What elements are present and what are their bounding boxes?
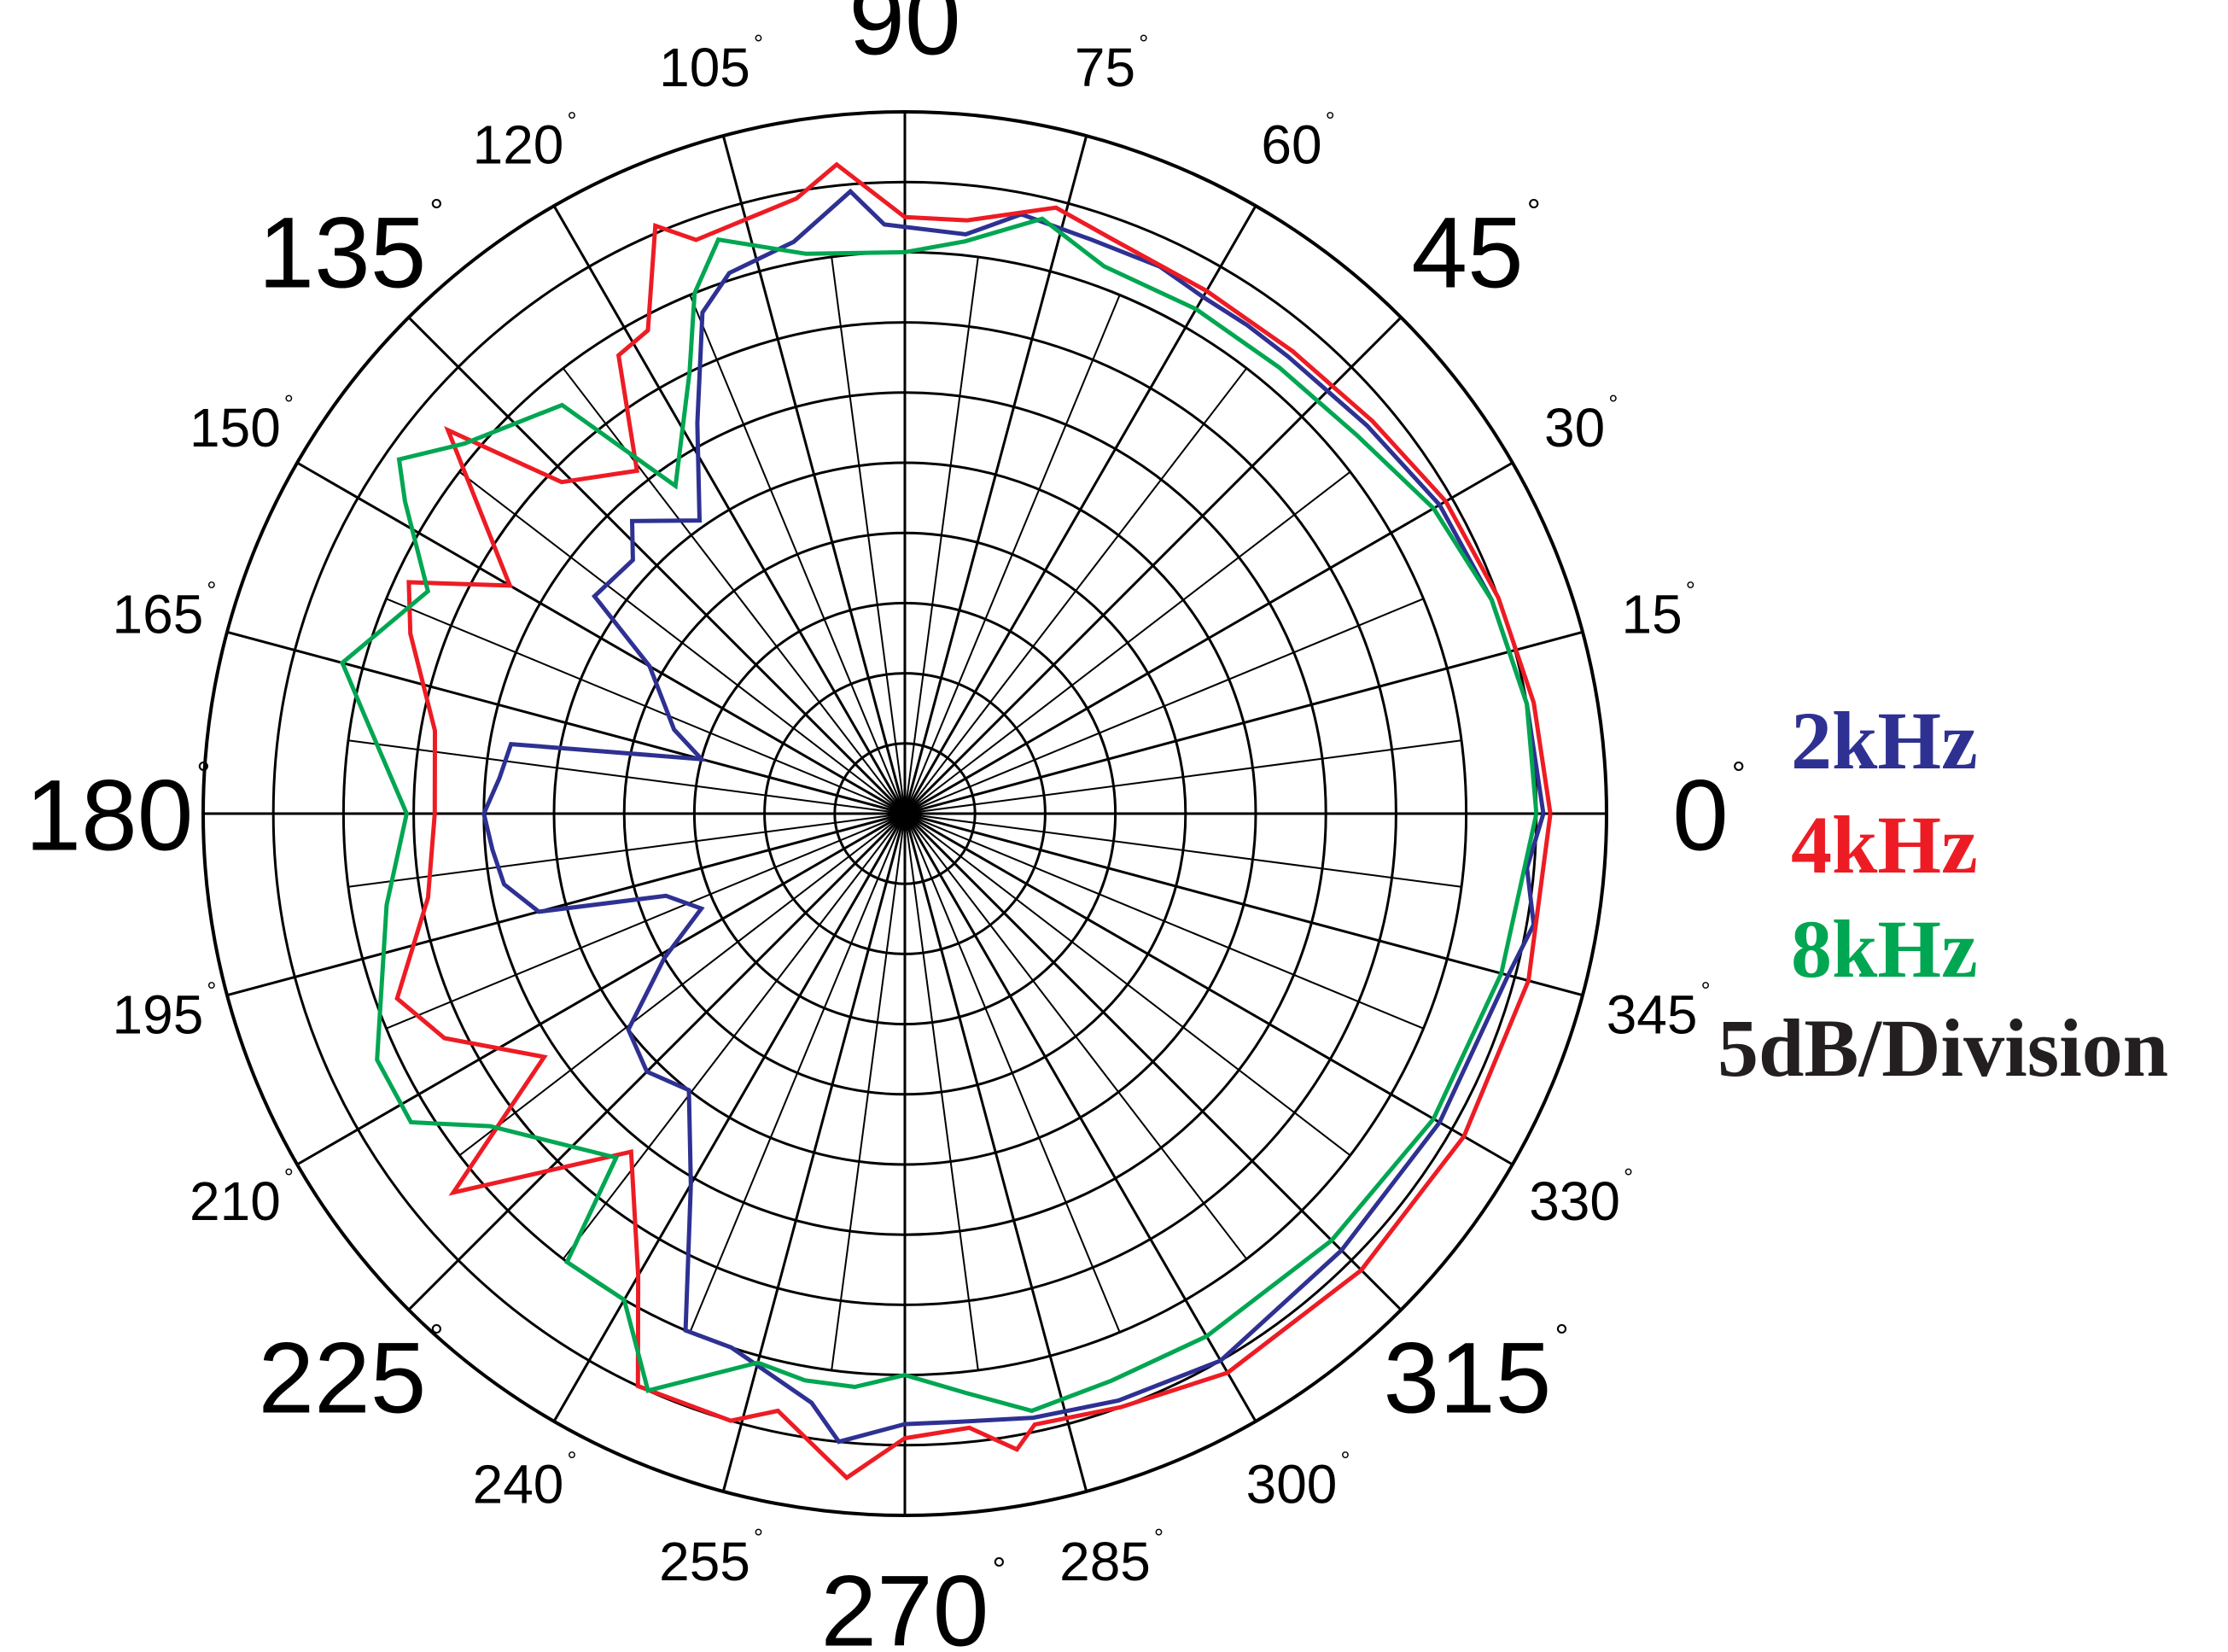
degree-symbol: ° xyxy=(1608,390,1618,417)
angle-label-345: 345 ° xyxy=(1607,978,1711,1046)
degree-symbol: ° xyxy=(1555,1318,1569,1356)
angle-tick-label: 180 xyxy=(26,760,194,873)
series-line-2khz xyxy=(481,188,1546,1445)
angle-tick-label: 45 xyxy=(1411,197,1523,310)
angle-label-285: 285 ° xyxy=(1059,1524,1164,1592)
angle-label-60: 60 ° xyxy=(1261,108,1334,176)
angle-tick-label: 60 xyxy=(1261,114,1321,175)
legend-item-2khz: 2kHz xyxy=(1791,695,1978,786)
degree-symbol: ° xyxy=(429,193,443,231)
degree-symbol: ° xyxy=(207,577,216,604)
angle-label-15: 15 ° xyxy=(1622,577,1695,645)
degree-symbol: ° xyxy=(1686,577,1695,604)
angle-tick-label: 210 xyxy=(190,1170,281,1232)
angle-label-330: 330 ° xyxy=(1529,1164,1633,1232)
degree-symbol: ° xyxy=(567,108,576,134)
angle-label-135: 135 ° xyxy=(259,193,444,310)
degree-symbol: ° xyxy=(429,1318,443,1356)
degree-symbol: ° xyxy=(1154,1524,1164,1550)
degree-symbol: ° xyxy=(1326,108,1335,134)
angle-tick-label: 30 xyxy=(1544,397,1605,458)
angle-tick-label: 330 xyxy=(1529,1170,1620,1232)
angle-tick-label: 135 xyxy=(259,197,427,310)
angle-label-210: 210 ° xyxy=(190,1164,294,1232)
angle-label-120: 120 ° xyxy=(473,108,577,176)
center-marker xyxy=(889,798,920,829)
radial-scale-label: 5dB/Division xyxy=(1718,1002,2168,1094)
degree-symbol: ° xyxy=(1527,193,1541,231)
angle-tick-label: 165 xyxy=(113,584,204,645)
legend: 2kHz 4kHz 8kHz 5dB/Division xyxy=(1718,695,2168,1094)
legend-item-4khz: 4kHz xyxy=(1791,799,1978,890)
angle-tick-label: 315 xyxy=(1384,1322,1552,1435)
angle-label-300: 300 ° xyxy=(1246,1447,1350,1515)
angle-tick-label: 0 xyxy=(1672,760,1729,873)
angle-label-180: 180 ° xyxy=(26,756,211,873)
angle-tick-label: 195 xyxy=(113,984,204,1046)
degree-symbol: ° xyxy=(754,1524,763,1550)
angle-label-165: 165 ° xyxy=(113,577,217,645)
angle-label-195: 195 ° xyxy=(113,978,217,1046)
angle-label-270: 270 ° xyxy=(821,1551,1006,1652)
degree-symbol: ° xyxy=(284,390,294,417)
angle-tick-label: 15 xyxy=(1622,584,1683,645)
degree-symbol: ° xyxy=(196,756,210,793)
angle-label-0: 0 ° xyxy=(1672,756,1746,873)
angle-tick-label: 105 xyxy=(659,37,750,98)
angle-label-30: 30 ° xyxy=(1544,390,1618,458)
degree-symbol: ° xyxy=(1624,1164,1633,1190)
degree-symbol: ° xyxy=(754,30,763,56)
degree-symbol: ° xyxy=(284,1164,294,1190)
angle-label-105: 105 ° xyxy=(659,30,763,98)
legend-item-8khz: 8kHz xyxy=(1791,903,1978,995)
angle-label-90: 90° xyxy=(849,0,960,77)
angle-label-150: 150 ° xyxy=(190,390,294,458)
angle-tick-label: 150 xyxy=(190,397,281,458)
angle-label-225: 225 ° xyxy=(259,1318,444,1435)
angle-tick-label: 90 xyxy=(849,0,960,77)
series-line-8khz xyxy=(339,216,1539,1414)
angle-label-255: 255 ° xyxy=(659,1524,763,1592)
series-layer xyxy=(339,161,1553,1481)
angle-tick-label: 75 xyxy=(1075,37,1135,98)
angle-label-315: 315 ° xyxy=(1384,1318,1569,1435)
angle-label-45: 45 ° xyxy=(1411,193,1540,310)
angle-tick-label: 240 xyxy=(473,1454,564,1515)
angle-tick-label: 120 xyxy=(473,114,564,175)
degree-symbol: ° xyxy=(567,1447,576,1474)
grid-spokes xyxy=(203,112,1607,1515)
angle-tick-label: 285 xyxy=(1059,1531,1151,1592)
degree-symbol: ° xyxy=(1701,978,1711,1004)
angle-labels: 0°15°30°45°60°75°90°105°120°135°150°165°… xyxy=(26,0,1746,1652)
degree-symbol: ° xyxy=(1340,1447,1350,1474)
series-line-4khz xyxy=(394,161,1553,1481)
angle-tick-label: 255 xyxy=(659,1531,750,1592)
angle-tick-label: 225 xyxy=(259,1322,427,1435)
angle-label-240: 240 ° xyxy=(473,1447,577,1515)
angle-tick-label: 270 xyxy=(821,1556,989,1652)
degree-symbol: ° xyxy=(992,1551,1006,1589)
angle-tick-label: 300 xyxy=(1246,1454,1338,1515)
degree-symbol: ° xyxy=(207,978,216,1004)
degree-symbol: ° xyxy=(1139,30,1148,56)
angle-tick-label: 345 xyxy=(1607,984,1698,1046)
angle-label-75: 75 ° xyxy=(1075,30,1148,98)
degree-symbol: ° xyxy=(1732,756,1746,793)
